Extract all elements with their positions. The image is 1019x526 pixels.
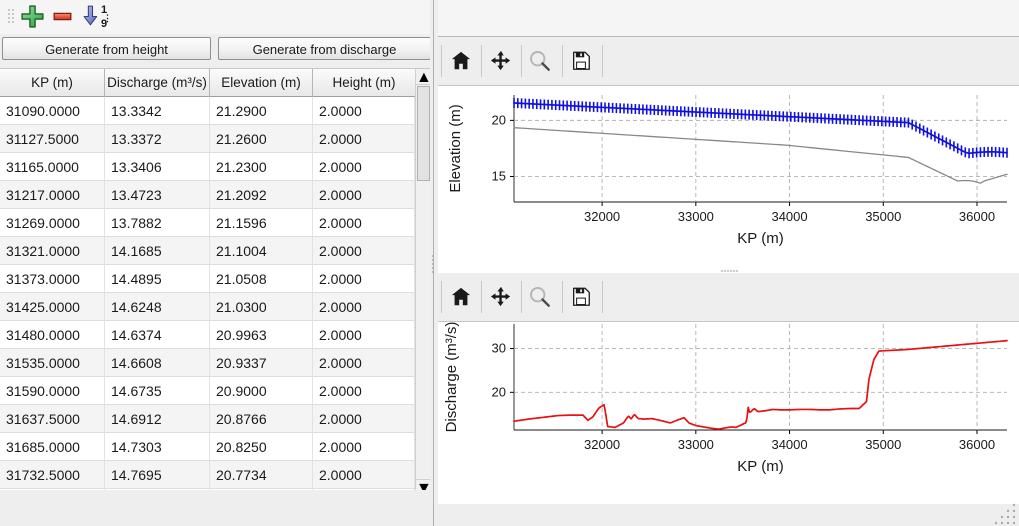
svg-text:35000: 35000 bbox=[865, 437, 901, 452]
svg-text:35000: 35000 bbox=[865, 209, 901, 224]
svg-text:KP (m): KP (m) bbox=[737, 230, 783, 247]
svg-text:Elevation (m): Elevation (m) bbox=[447, 104, 464, 192]
svg-text:30: 30 bbox=[492, 341, 506, 356]
svg-text:20: 20 bbox=[492, 112, 506, 127]
svg-text:36000: 36000 bbox=[959, 437, 995, 452]
svg-text:33000: 33000 bbox=[678, 437, 714, 452]
svg-text:32000: 32000 bbox=[584, 437, 620, 452]
svg-text:33000: 33000 bbox=[678, 209, 714, 224]
svg-text:15: 15 bbox=[492, 169, 506, 184]
svg-text:32000: 32000 bbox=[584, 209, 620, 224]
svg-text:20: 20 bbox=[492, 384, 506, 399]
svg-text:34000: 34000 bbox=[771, 437, 807, 452]
svg-text:KP (m): KP (m) bbox=[737, 458, 783, 475]
svg-text:34000: 34000 bbox=[771, 209, 807, 224]
svg-text:Discharge (m³/s): Discharge (m³/s) bbox=[443, 322, 460, 432]
svg-text:36000: 36000 bbox=[959, 209, 995, 224]
